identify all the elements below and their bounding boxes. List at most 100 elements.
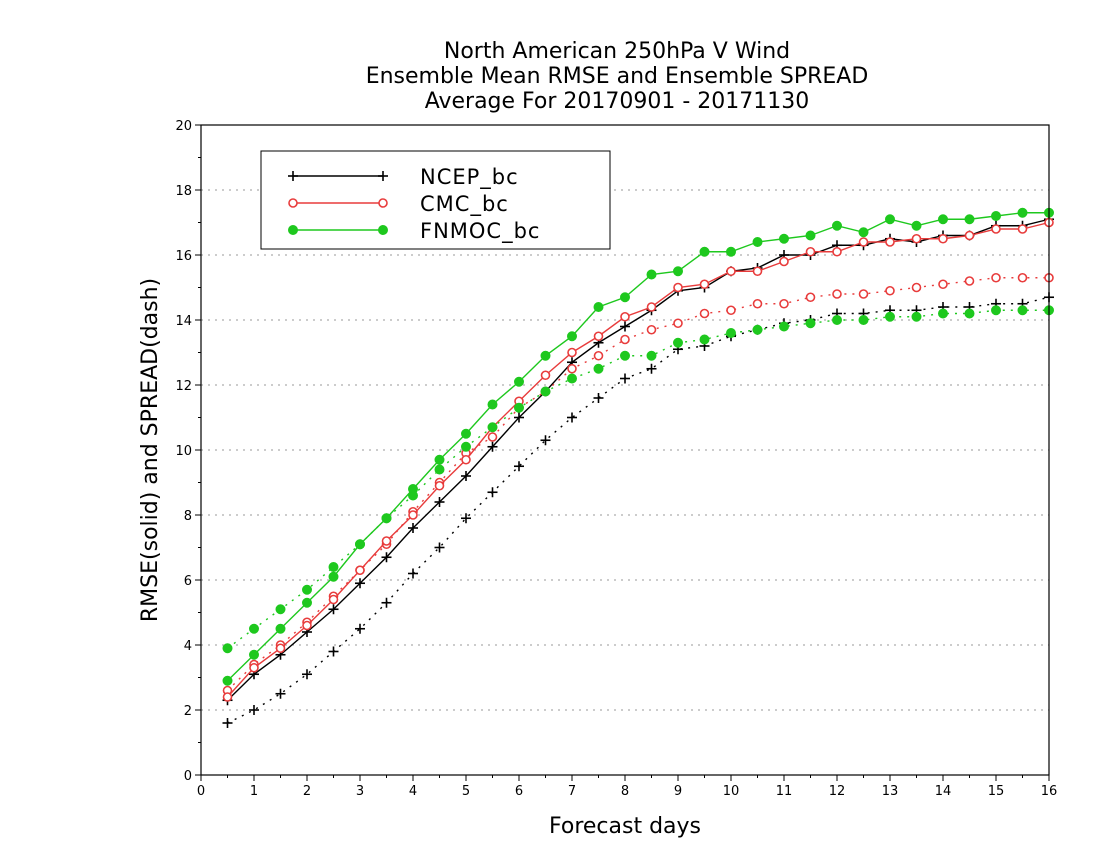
fnmoc-bc-spread-point [434,464,445,475]
cmc-bc-rmse-point [752,266,763,277]
cmc-bc-rmse-point [726,266,736,277]
legend-item-cmc-bc: CMC_bc [288,192,509,217]
cmc-bc-spread-point [938,279,948,290]
fnmoc-bc-spread-point [885,311,895,322]
ncep-bc-rmse-point [487,441,498,452]
fnmoc-bc-rmse-point [1017,207,1028,218]
fnmoc-bc-rmse-point [381,513,392,524]
ncep-bc-rmse-point [620,321,630,332]
fnmoc-bc-spread-point [911,311,922,322]
cmc-bc-rmse-point [991,224,1001,234]
cmc-bc-rmse-point [646,302,657,312]
ncep-bc-spread-point [567,412,577,423]
fnmoc-bc-spread-point [805,318,816,329]
fnmoc-bc-spread-point [752,324,763,335]
legend-label: CMC_bc [420,192,509,217]
fnmoc-bc-spread-point [726,328,736,338]
x-axis-label: Forecast days [549,814,701,839]
legend-item-ncep-bc: NCEP_bc [288,165,518,190]
cmc-bc-rmse-point [222,692,233,702]
x-tick-label: 0 [197,784,205,799]
legend-marker [378,198,388,208]
ncep-bc-spread-point [514,461,524,472]
fnmoc-bc-spread-point [302,584,312,595]
x-tick-label: 9 [674,784,682,799]
fnmoc-bc-rmse-point [302,597,312,608]
ncep-bc-spread-point [355,623,365,634]
legend-marker [288,225,298,235]
y-tick-label: 4 [184,639,192,654]
fnmoc-bc-rmse-point [911,220,922,231]
cmc-bc-rmse-point [408,510,418,520]
ncep-bc-rmse-line [227,218,1050,701]
cmc-bc-spread-point [911,282,922,293]
y-tick-label: 0 [184,769,192,784]
legend-item-fnmoc-bc: FNMOC_bc [288,219,539,244]
cmc-bc-rmse-point [540,370,551,381]
y-axis-label: RMSE(solid) and SPREAD(dash) [138,278,163,622]
cmc-bc-spread-point [885,285,895,296]
title-line-1: North American 250hPa V Wind [444,39,790,64]
fnmoc-bc-spread-point [540,386,551,397]
cmc-bc-rmse-point [275,643,286,654]
x-tick-label: 6 [515,784,523,799]
fnmoc-bc-spread-point [858,315,869,325]
y-tick-label: 16 [175,249,192,264]
fnmoc-bc-spread-point [275,604,286,615]
x-tick-label: 11 [776,784,793,799]
cmc-bc-rmse-point [858,237,869,247]
cmc-bc-rmse-line [226,221,1050,698]
fnmoc-bc-rmse-point [355,539,365,550]
x-tick-label: 13 [882,784,899,799]
fnmoc-bc-spread-point [328,562,339,572]
fnmoc-bc-rmse-point [832,220,842,231]
cmc-bc-spread-points [222,272,1054,696]
ncep-bc-spread-point [487,487,498,498]
legend-marker [378,225,388,235]
cmc-bc-spread-point [726,305,736,316]
cmc-bc-spread-line [227,277,1049,691]
cmc-bc-rmse-point [805,246,816,257]
y-tick-label: 8 [184,509,192,524]
fnmoc-bc-spread-line [227,309,1049,649]
fnmoc-bc-spread-point [620,350,630,361]
cmc-bc-rmse-point [249,662,259,673]
fnmoc-bc-rmse-point [938,214,948,225]
fnmoc-bc-spread-point [779,321,789,332]
ncep-bc-rmse-point [514,412,524,423]
fnmoc-bc-spread-point [964,308,975,319]
chart-title: North American 250hPa V Wind Ensemble Me… [366,39,869,114]
fnmoc-bc-spread-point [991,305,1001,316]
fnmoc-bc-rmse-point [540,350,551,361]
fnmoc-bc-spread-point [699,334,710,345]
cmc-bc-spread-point [673,318,683,329]
fnmoc-bc-spread-point [646,350,657,361]
ncep-bc-spread-points [222,292,1054,728]
x-tick-label: 15 [988,784,1005,799]
y-tick-label: 12 [175,379,192,394]
ncep-bc-spread-point [593,393,604,403]
cmc-bc-rmse-point [673,282,683,293]
fnmoc-bc-spread-point [593,363,604,374]
fnmoc-bc-rmse-point [646,269,657,280]
x-tick-label: 8 [621,784,629,799]
cmc-bc-rmse-point [699,279,710,290]
ncep-bc-rmse-points [222,214,1054,706]
fnmoc-bc-rmse-point [249,649,259,660]
ncep-bc-spread-point [540,435,551,446]
x-tick-label: 10 [723,784,740,799]
x-tick-label: 5 [462,784,470,799]
fnmoc-bc-rmse-point [328,571,339,582]
cmc-bc-rmse-point [964,230,975,241]
ncep-bc-rmse-point [381,552,392,563]
cmc-bc-spread-point [487,432,498,442]
y-tick-label: 10 [175,444,192,459]
cmc-bc-rmse-point [779,256,789,267]
cmc-bc-rmse-point [832,246,842,257]
x-tick-label: 7 [568,784,576,799]
fnmoc-bc-rmse-point [885,214,895,225]
y-tick-label: 18 [175,184,192,199]
fnmoc-bc-rmse-points [222,207,1054,686]
fnmoc-bc-rmse-point [726,246,736,257]
fnmoc-bc-rmse-point [461,428,471,439]
